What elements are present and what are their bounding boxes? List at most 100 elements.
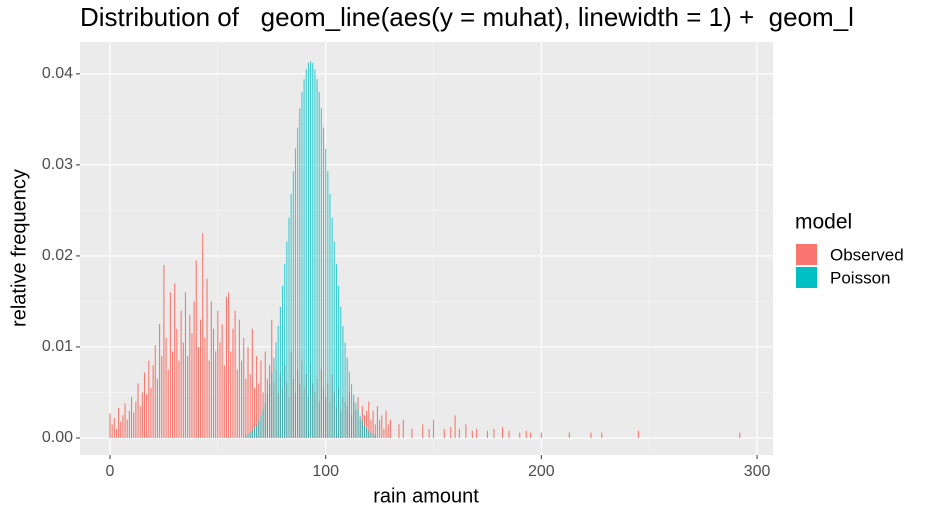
bar xyxy=(258,383,260,438)
bar xyxy=(221,324,223,438)
bar xyxy=(171,351,174,438)
y-tick-label: 0.01 xyxy=(42,338,73,355)
bar xyxy=(739,432,741,438)
legend-swatch xyxy=(796,267,817,288)
bar xyxy=(525,430,527,438)
bar xyxy=(228,292,230,438)
x-tick-label: 300 xyxy=(744,463,771,480)
bar xyxy=(277,326,279,438)
bar xyxy=(318,92,320,438)
bar xyxy=(111,424,113,438)
x-axis-title: rain amount xyxy=(373,485,479,507)
bar xyxy=(385,410,387,438)
bar xyxy=(251,430,253,438)
bar xyxy=(169,292,171,438)
bar xyxy=(122,415,124,438)
bar xyxy=(260,360,262,438)
bar xyxy=(128,410,130,438)
bar xyxy=(340,306,342,438)
bar xyxy=(381,415,383,438)
bar xyxy=(247,433,249,438)
bar xyxy=(156,378,158,438)
bar xyxy=(178,360,180,438)
bar xyxy=(601,432,603,438)
x-tick-label: 0 xyxy=(106,463,115,480)
bar xyxy=(411,428,413,438)
bar xyxy=(161,356,163,438)
bar xyxy=(379,419,381,438)
bar xyxy=(206,278,208,438)
bar xyxy=(264,351,266,438)
legend-title: model xyxy=(795,211,852,234)
bar xyxy=(335,264,337,438)
bar xyxy=(370,432,372,438)
bar xyxy=(133,412,135,438)
bar xyxy=(217,310,219,438)
y-tick-label: 0.04 xyxy=(42,65,73,82)
legend-label: Observed xyxy=(830,245,904,264)
bar xyxy=(189,315,191,438)
bar xyxy=(301,92,303,438)
bar xyxy=(351,384,353,438)
bar xyxy=(137,383,139,438)
bar xyxy=(361,420,363,438)
bar xyxy=(290,194,292,438)
bar xyxy=(366,427,368,438)
bar xyxy=(458,428,460,438)
bar xyxy=(223,365,225,438)
bar xyxy=(402,419,404,438)
bar xyxy=(501,427,504,438)
bar xyxy=(249,374,251,438)
bar xyxy=(508,430,510,438)
bar xyxy=(191,333,193,438)
bar xyxy=(253,387,256,438)
bar xyxy=(256,356,258,438)
bar xyxy=(288,217,290,438)
bar xyxy=(307,62,309,438)
bar xyxy=(292,171,294,438)
bar xyxy=(476,428,478,438)
bar xyxy=(126,419,128,438)
bar xyxy=(370,419,372,438)
bar xyxy=(234,310,236,438)
bar xyxy=(368,401,370,438)
bar xyxy=(230,351,232,438)
bar xyxy=(135,401,137,438)
bar xyxy=(210,301,212,438)
bar xyxy=(275,342,277,438)
bar xyxy=(260,416,262,438)
bar xyxy=(165,337,167,438)
bar xyxy=(271,371,273,438)
bar xyxy=(363,425,366,438)
x-tick-label: 100 xyxy=(312,463,339,480)
bar xyxy=(204,337,206,438)
bar xyxy=(398,424,400,438)
x-tick-label: 200 xyxy=(528,463,555,480)
bar xyxy=(253,427,256,438)
bar xyxy=(454,415,456,438)
bar xyxy=(249,432,251,438)
bar xyxy=(327,171,329,438)
bar xyxy=(338,285,340,438)
bar xyxy=(590,432,592,438)
bar xyxy=(450,427,452,438)
bar xyxy=(113,417,115,438)
bar xyxy=(124,403,126,438)
bar xyxy=(493,428,495,438)
bar xyxy=(432,419,435,438)
bar xyxy=(312,62,314,438)
bar xyxy=(355,402,357,438)
y-tick-label: 0.00 xyxy=(42,429,73,446)
bar xyxy=(331,217,333,438)
bar xyxy=(256,425,258,438)
bar xyxy=(422,424,424,438)
bar xyxy=(159,324,161,438)
bar xyxy=(118,407,120,438)
legend-label: Poisson xyxy=(830,268,890,287)
bar xyxy=(540,432,542,438)
bar xyxy=(238,319,240,438)
bar xyxy=(387,424,389,438)
bar xyxy=(322,127,325,438)
bar xyxy=(251,328,253,438)
